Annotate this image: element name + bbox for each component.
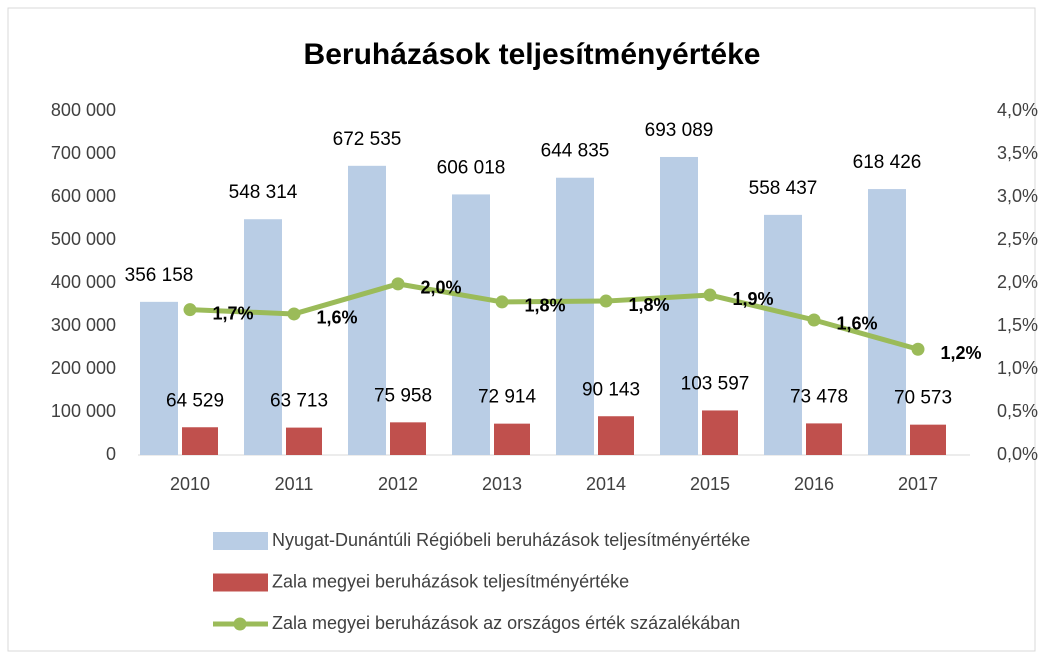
y-tick-label: 600 000: [51, 186, 116, 206]
bar: [806, 423, 842, 455]
data-label: 558 437: [749, 178, 818, 199]
y-tick-label: 400 000: [51, 272, 116, 292]
y2-tick-label: 4,0%: [997, 100, 1038, 120]
data-label: 548 314: [229, 182, 298, 203]
line-point: [599, 294, 613, 308]
data-label: 90 143: [582, 379, 640, 400]
bar: [390, 422, 426, 455]
data-label: 103 597: [681, 373, 750, 394]
y-tick-label: 200 000: [51, 358, 116, 378]
bar: [764, 214, 802, 455]
data-label: 1,8%: [524, 296, 565, 316]
line: [189, 281, 919, 352]
y2-tick-label: 1,0%: [997, 358, 1038, 378]
y2-tick-label: 0,0%: [997, 444, 1038, 464]
legend-label: Zala megyei beruházások teljesítményérté…: [272, 571, 629, 591]
chart-frame: [7, 7, 1036, 652]
legend-label: Nyugat-Dunántúli Régióbeli beruházások t…: [272, 530, 750, 550]
data-label: 644 835: [541, 141, 610, 162]
chart-title: Beruházások teljesítményértéke: [304, 38, 761, 71]
y2-tick-label: 2,5%: [997, 229, 1038, 249]
bar: [868, 189, 906, 455]
y2-tick-label: 1,5%: [997, 315, 1038, 335]
x-tick-label: 2016: [794, 474, 834, 494]
data-label: 72 914: [478, 387, 537, 408]
bar: [598, 416, 634, 455]
line-point: [703, 288, 717, 302]
data-label: 606 018: [437, 157, 506, 178]
data-label: 70 573: [894, 388, 952, 409]
x-tick-label: 2011: [275, 474, 314, 494]
y2-tick-label: 0,5%: [997, 401, 1038, 421]
bar: [702, 410, 738, 455]
data-label: 672 535: [333, 129, 402, 150]
line-point: [911, 342, 925, 356]
line-point: [287, 307, 301, 321]
bar: [660, 156, 698, 455]
y-tick-label: 300 000: [51, 315, 116, 335]
line-point: [807, 313, 821, 327]
y-tick-label: 100 000: [51, 401, 116, 421]
legend-swatch: [213, 573, 268, 592]
bar: [286, 427, 322, 455]
y2-tick-label: 2,0%: [997, 272, 1038, 292]
data-label: 2,0%: [420, 278, 461, 298]
data-label: 693 089: [645, 120, 714, 141]
data-label: 618 426: [853, 152, 922, 173]
y-tick-label: 500 000: [51, 229, 116, 249]
data-label: 1,6%: [836, 314, 877, 334]
data-label: 63 713: [270, 391, 328, 412]
data-label: 1,6%: [316, 308, 357, 328]
data-label: 1,2%: [940, 343, 981, 363]
bar: [182, 427, 218, 455]
y-tick-label: 700 000: [51, 143, 116, 163]
legend-label: Zala megyei beruházások az országos érté…: [272, 613, 740, 633]
bar: [244, 219, 282, 455]
x-tick-label: 2010: [170, 474, 210, 494]
x-tick-label: 2015: [690, 474, 730, 494]
y-tick-label: 800 000: [51, 100, 116, 120]
bar: [452, 194, 490, 455]
data-label: 73 478: [790, 386, 848, 407]
data-label: 1,8%: [628, 295, 669, 315]
bar: [910, 424, 946, 455]
x-tick-label: 2012: [378, 474, 418, 494]
line-point: [495, 295, 509, 309]
data-label: 75 958: [374, 385, 432, 406]
x-tick-label: 2014: [586, 474, 626, 494]
bar: [556, 177, 594, 455]
x-tick-label: 2017: [898, 474, 938, 494]
legend-swatch: [213, 532, 268, 550]
legend-swatch: [233, 617, 247, 631]
data-label: 1,9%: [732, 289, 773, 309]
bar: [494, 423, 530, 455]
data-label: 64 529: [166, 390, 224, 411]
bar: [348, 165, 386, 456]
data-label: 356 158: [125, 265, 194, 286]
data-label: 1,7%: [212, 303, 253, 323]
x-tick-label: 2013: [482, 474, 522, 494]
line-point: [391, 277, 405, 291]
bar: [140, 301, 178, 455]
y-tick-label: 0: [106, 444, 116, 464]
y2-tick-label: 3,5%: [997, 143, 1038, 163]
line-point: [183, 303, 197, 317]
y2-tick-label: 3,0%: [997, 186, 1038, 206]
